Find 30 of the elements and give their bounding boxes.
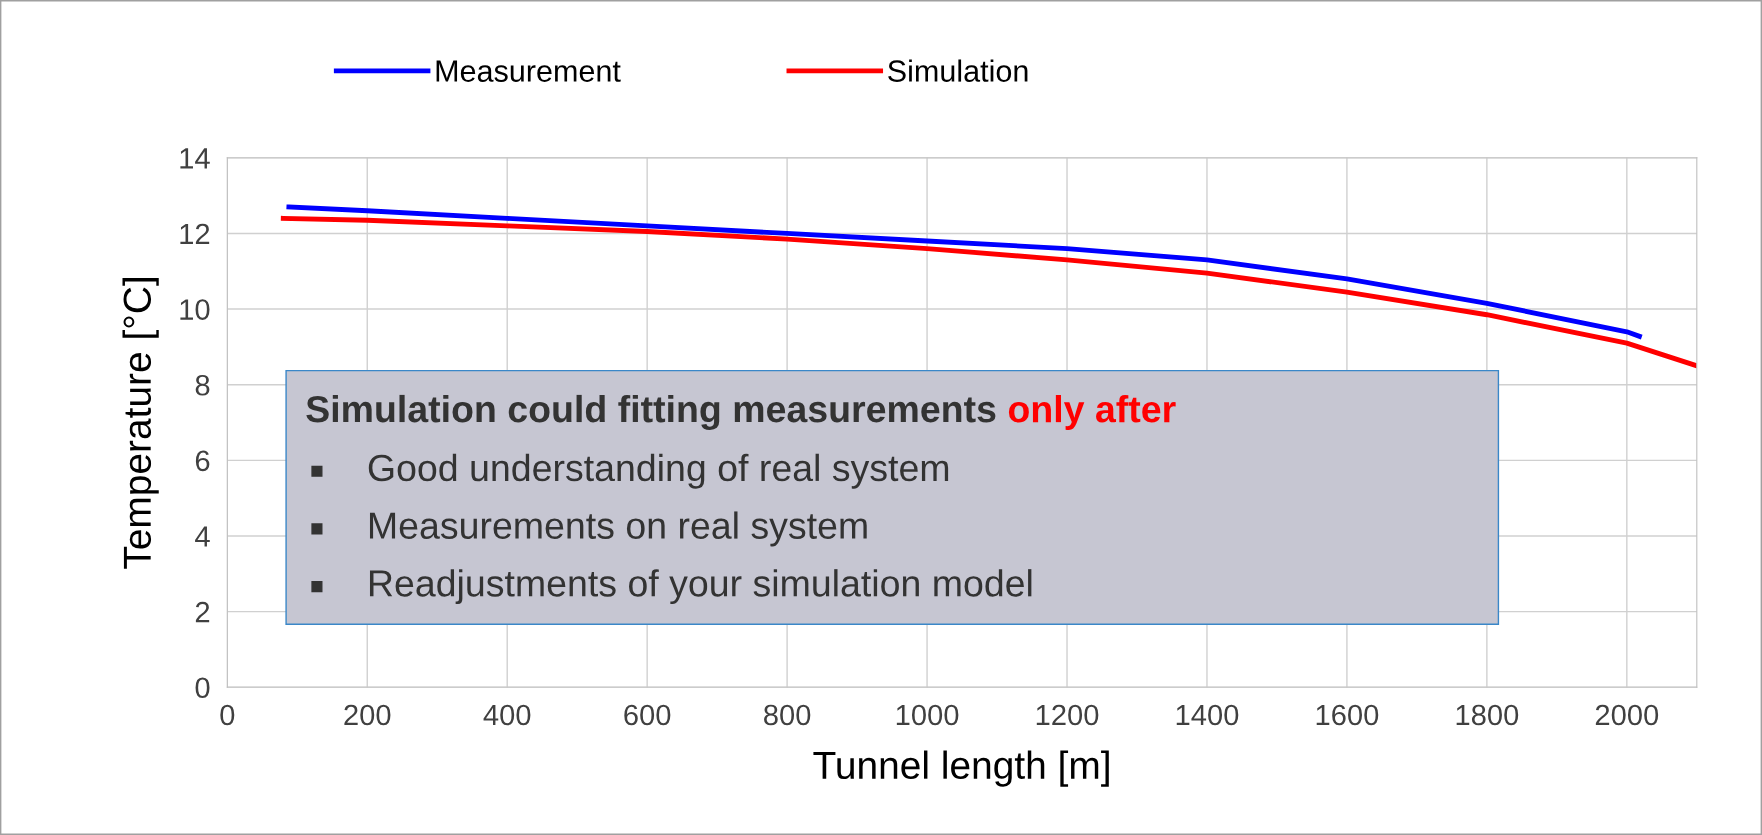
x-tick-label: 1000 [896,704,959,726]
y-tick-label: 6 [195,450,210,472]
y-tick-label: 4 [195,526,210,547]
annotation: Simulation could fitting measurements [306,394,996,431]
x-tick-label: 2000 [1595,704,1659,726]
legend-label: Measurement [436,60,621,82]
x-tick-label: 0 [220,704,235,726]
annotation: only after [1008,394,1176,430]
x-tick-label: 1400 [1176,704,1239,726]
x-tick-label: 400 [483,704,531,726]
legend-label: Simulation [888,59,1028,82]
x-tick-label: 1800 [1456,704,1519,726]
y-tick-label: 10 [180,299,210,320]
annotation: Good understanding of real system [368,453,949,489]
x-axis-title: Tunnel length [m] [813,750,1109,787]
x-tick-label: 1600 [1316,704,1379,726]
x-tick-label: 800 [764,704,811,726]
line-series [280,215,1697,369]
y-tick-label: 2 [195,601,210,623]
y-tick-label: 14 [180,148,210,169]
y-axis-title: Temperature [°C] [122,278,159,569]
annotation: Readjustments of your simulation model [369,569,1032,605]
x-tick-label: 1200 [1036,704,1099,726]
annotation: Measurements on real system [369,511,867,547]
y-tick-label: 8 [195,374,210,396]
y-tick-label: 0 [195,677,210,699]
x-tick-label: 200 [344,704,391,726]
x-tick-label: 600 [624,704,671,726]
line-series [286,204,1642,339]
y-tick-label: 12 [180,223,210,245]
